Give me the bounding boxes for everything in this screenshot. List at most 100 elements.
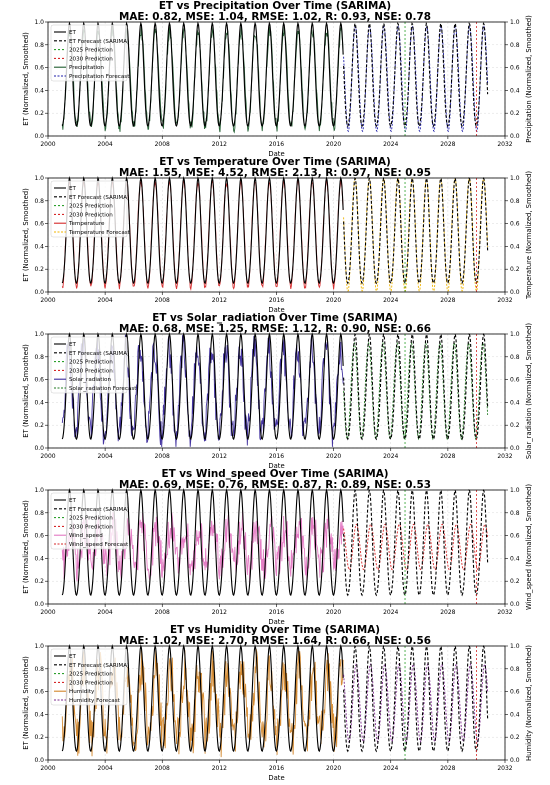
x-axis-label: Date [268, 306, 284, 314]
legend-entry: ET [69, 30, 77, 36]
legend-entry: 2030 Prediction [69, 524, 113, 530]
right-y-tick-label: 0.2 [510, 734, 520, 741]
x-tick-label: 2004 [97, 297, 112, 304]
x-tick-label: 2004 [97, 765, 112, 772]
legend-entry: 2025 Prediction [69, 516, 113, 522]
right-y-axis-label: Solar_radiation (Normalized, Smoothed) [525, 323, 533, 459]
y-tick-label: 0.2 [34, 266, 44, 273]
legend-entry: ET [69, 342, 77, 348]
y-tick-label: 0.2 [34, 422, 44, 429]
right-y-tick-label: 0.6 [510, 65, 520, 72]
y-axis-label: ET (Normalized, Smoothed) [22, 32, 30, 126]
x-tick-label: 2032 [497, 609, 512, 616]
legend-entry: 2025 Prediction [69, 672, 113, 678]
legend: ET ET Forecast (SARIMA) 2025 Prediction 203… [50, 24, 130, 82]
et-forecast-line [343, 332, 489, 441]
x-tick-label: 2008 [155, 141, 170, 148]
legend-entry: Solar_radiation [69, 377, 111, 383]
x-axis-label: Date [268, 774, 284, 782]
x-tick-label: 2016 [269, 453, 284, 460]
right-y-tick-label: 1.0 [510, 487, 520, 494]
y-tick-label: 0.4 [34, 243, 44, 250]
y-axis-label: ET (Normalized, Smoothed) [22, 344, 30, 438]
x-tick-label: 2032 [497, 297, 512, 304]
et-forecast-line [343, 644, 489, 753]
legend-entry: Wind_speed [69, 533, 103, 539]
legend-entry: ET [69, 654, 77, 660]
x-tick-label: 2024 [383, 297, 398, 304]
chart-title: ET vs Solar_radiation Over Time (SARIMA) [152, 312, 398, 324]
y-tick-label: 0.8 [34, 666, 44, 673]
right-y-tick-label: 0.2 [510, 266, 520, 273]
et-forecast-line [343, 22, 489, 128]
axes-frame [47, 489, 506, 605]
right-y-tick-label: 0.8 [510, 510, 520, 517]
legend-entry: 2025 Prediction [69, 360, 113, 366]
legend-box [50, 648, 128, 706]
chart-metrics: MAE: 0.69, MSE: 0.76, RMSE: 0.87, R: 0.8… [119, 479, 431, 491]
y-tick-label: 0.8 [34, 42, 44, 49]
legend: ET ET Forecast (SARIMA) 2025 Prediction 203… [50, 648, 129, 706]
x-tick-label: 2024 [383, 453, 398, 460]
legend-entry: ET [69, 498, 77, 504]
x-tick-label: 2000 [40, 297, 55, 304]
right-y-tick-label: 0.6 [510, 377, 520, 384]
y-tick-label: 0.6 [34, 533, 44, 540]
y-tick-label: 0.8 [34, 198, 44, 205]
chart-panel-5: ET vs Humidity Over Time (SARIMA)MAE: 1.… [22, 624, 533, 782]
right-y-tick-label: 1.0 [510, 175, 520, 182]
y-tick-label: 1.0 [34, 487, 44, 494]
legend-entry: 2030 Prediction [69, 680, 113, 686]
legend-entry: Humidity [69, 689, 95, 695]
chart-panel-3: ET vs Solar_radiation Over Time (SARIMA)… [22, 312, 533, 470]
y-axis-label: ET (Normalized, Smoothed) [22, 500, 30, 594]
right-y-tick-label: 0.4 [510, 555, 520, 562]
y-tick-label: 0.6 [34, 689, 44, 696]
x-tick-label: 2004 [97, 141, 112, 148]
legend-entry: Humidity Forecast [69, 698, 121, 704]
right-y-axis-label: Temperature (Normalized, Smoothed) [525, 171, 533, 300]
legend-entry: 2030 Prediction [69, 212, 113, 218]
y-axis-label: ET (Normalized, Smoothed) [22, 656, 30, 750]
x-tick-label: 2008 [155, 765, 170, 772]
y-tick-label: 1.0 [34, 643, 44, 650]
x-tick-label: 2016 [269, 141, 284, 148]
right-y-tick-label: 1.0 [510, 19, 520, 26]
variable-forecast-line [343, 25, 489, 133]
legend-box [50, 336, 128, 394]
right-y-tick-label: 0.4 [510, 87, 520, 94]
x-tick-label: 2000 [40, 453, 55, 460]
legend-entry: Temperature [68, 221, 105, 227]
x-tick-label: 2032 [497, 765, 512, 772]
et-forecast-line [343, 488, 489, 597]
chart-panel-4: ET vs Wind_speed Over Time (SARIMA)MAE: … [22, 468, 533, 626]
right-y-tick-label: 0.8 [510, 198, 520, 205]
legend-entry: Solar_radiation Forecast [69, 386, 137, 392]
x-tick-label: 2020 [326, 453, 341, 460]
x-tick-label: 2000 [40, 141, 55, 148]
x-tick-label: 2004 [97, 453, 112, 460]
x-axis-label: Date [268, 462, 284, 470]
x-tick-label: 2016 [269, 609, 284, 616]
chart-panel-2: ET vs Temperature Over Time (SARIMA)MAE:… [22, 156, 533, 314]
x-tick-label: 2024 [383, 141, 398, 148]
legend-entry: 2030 Prediction [69, 368, 113, 374]
x-tick-label: 2008 [155, 297, 170, 304]
legend-entry: 2025 Prediction [69, 48, 113, 54]
legend-entry: ET Forecast (SARIMA) [69, 507, 129, 513]
x-tick-label: 2032 [497, 141, 512, 148]
y-tick-label: 0.6 [34, 65, 44, 72]
x-axis-label: Date [268, 618, 284, 626]
legend-entry: ET [69, 186, 77, 192]
y-tick-label: 0.8 [34, 354, 44, 361]
right-y-tick-label: 0.6 [510, 221, 520, 228]
right-y-tick-label: 0.4 [510, 711, 520, 718]
right-y-tick-label: 1.0 [510, 643, 520, 650]
x-tick-label: 2012 [212, 453, 227, 460]
y-tick-label: 0.2 [34, 734, 44, 741]
chart-title: ET vs Wind_speed Over Time (SARIMA) [161, 468, 388, 480]
axes-frame [47, 21, 506, 137]
y-tick-label: 0.0 [34, 289, 44, 296]
legend-box [50, 492, 128, 550]
y-tick-label: 0.4 [34, 711, 44, 718]
